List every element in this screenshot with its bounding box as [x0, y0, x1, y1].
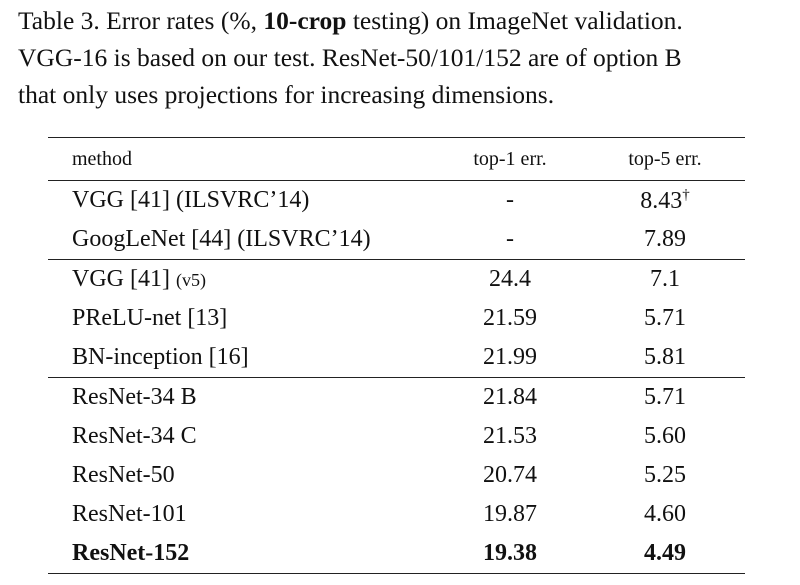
method-cell: ResNet-152 — [48, 534, 425, 574]
method-name: BN-inception [16] — [72, 344, 249, 370]
method-cell: ResNet-34 C — [48, 417, 425, 456]
top5-value: 5.60 — [644, 423, 686, 449]
top5-value: 4.60 — [644, 501, 686, 527]
method-cell: ResNet-101 — [48, 495, 425, 534]
top5-cell: 5.81 — [585, 338, 745, 378]
top5-value: 7.89 — [644, 226, 686, 252]
top5-value: 8.43 — [640, 187, 683, 214]
method-name: ResNet-101 — [72, 501, 187, 527]
top5-cell: 5.71 — [585, 299, 745, 338]
table-row: BN-inception [16] 21.99 5.81 — [48, 338, 745, 378]
header-cell: top-1 err. — [473, 147, 547, 170]
method-name: ResNet-34 B — [72, 384, 197, 410]
method-cell: VGG [41] (v5) — [48, 260, 425, 300]
method-name: PReLU-net [13] — [72, 305, 228, 331]
row-group: VGG [41] (ILSVRC’14) -8.43† GoogLeNet [44]… — [48, 181, 745, 260]
table-row: ResNet-152 19.38 4.49 — [48, 534, 745, 574]
method-cell: ResNet-34 B — [48, 378, 425, 418]
caption-line: Table 3. Error rates (%, 10-crop testing… — [18, 2, 793, 39]
method-note: (v5) — [175, 270, 206, 290]
table-row: GoogLeNet [44] (ILSVRC’14) - 7.89 — [48, 220, 745, 260]
table-row: PReLU-net [13] 21.59 5.71 — [48, 299, 745, 338]
top5-value: 7.1 — [650, 266, 680, 292]
top5-value: 5.71 — [644, 305, 686, 331]
top5-value: 5.71 — [644, 384, 686, 410]
method-name: GoogLeNet [44] (ILSVRC’14) — [72, 226, 371, 252]
header-cell: top-5 err. — [628, 147, 702, 170]
top5-value: 4.49 — [644, 540, 686, 566]
table-row: VGG [41] (ILSVRC’14) - 8.43† — [48, 181, 745, 221]
table-row: ResNet-34 C 21.53 5.60 — [48, 417, 745, 456]
header-cell: method — [72, 147, 132, 170]
caption-text: that only uses projections for increasin… — [18, 80, 555, 109]
method-cell: VGG [41] (ILSVRC’14) — [48, 181, 425, 221]
caption-text: VGG-16 is based on our test. ResNet-50/1… — [18, 43, 682, 72]
caption-text: Table 3. Error rates (%, — [18, 6, 264, 35]
top5-cell: 4.60 — [585, 495, 745, 534]
caption-line: that only uses projections for increasin… — [18, 76, 793, 113]
top5-cell: 5.25 — [585, 456, 745, 495]
top1-cell: 21.53 — [483, 423, 537, 449]
method-name: ResNet-50 — [72, 462, 175, 488]
method-name: VGG [41] (ILSVRC’14) — [72, 187, 310, 213]
table-row: VGG [41] (v5) 24.4 7.1 — [48, 260, 745, 300]
top1-cell: 21.84 — [483, 384, 537, 410]
row-group: VGG [41] (v5) 24.4 7.1 PReLU-net [13] 21.59 5… — [48, 260, 745, 378]
table-row: ResNet-50 20.74 5.25 — [48, 456, 745, 495]
method-cell: ResNet-50 — [48, 456, 425, 495]
top5-value: 5.25 — [644, 462, 686, 488]
top5-cell: 7.1 — [585, 260, 745, 300]
table-row: ResNet-34 B 21.84 5.71 — [48, 378, 745, 418]
top1-cell: 20.74 — [483, 462, 537, 488]
method-cell: BN-inception [16] — [48, 338, 425, 378]
caption: Table 3. Error rates (%, 10-crop testing… — [18, 2, 793, 113]
top5-cell: 5.71 — [585, 378, 745, 418]
method-name: ResNet-152 — [72, 540, 190, 566]
method-name: ResNet-34 C — [72, 423, 197, 449]
top5-cell: 4.49 — [585, 534, 745, 574]
top5-value: 5.81 — [644, 344, 686, 370]
top5-cell: 8.43† — [585, 181, 745, 221]
top5-cell: 5.60 — [585, 417, 745, 456]
caption-line: VGG-16 is based on our test. ResNet-50/1… — [18, 39, 793, 76]
top1-cell: 21.99 — [483, 344, 537, 370]
top1-cell: - — [506, 226, 514, 252]
footnote-mark: † — [682, 186, 690, 203]
top1-cell: 21.59 — [483, 305, 537, 331]
table-header: method top-1 err. top-5 err. — [48, 137, 745, 181]
table-row: ResNet-101 19.87 4.60 — [48, 495, 745, 534]
row-group: ResNet-34 B 21.84 5.71 ResNet-34 C 21.53 5.60… — [48, 378, 745, 574]
caption-text: 10-crop — [263, 6, 347, 35]
results-table: method top-1 err. top-5 err. VGG [41] (I… — [48, 137, 745, 574]
top1-cell: 24.4 — [489, 266, 531, 292]
header-row: method top-1 err. top-5 err. — [48, 137, 745, 181]
top1-cell: 19.38 — [483, 540, 537, 566]
top1-cell: 19.87 — [483, 501, 537, 527]
method-cell: PReLU-net [13] — [48, 299, 425, 338]
caption-text: testing) on ImageNet validation. — [346, 6, 683, 35]
top1-cell: - — [506, 187, 514, 213]
method-cell: GoogLeNet [44] (ILSVRC’14) — [48, 220, 425, 260]
top5-cell: 7.89 — [585, 220, 745, 260]
method-name: VGG [41] — [72, 266, 170, 292]
